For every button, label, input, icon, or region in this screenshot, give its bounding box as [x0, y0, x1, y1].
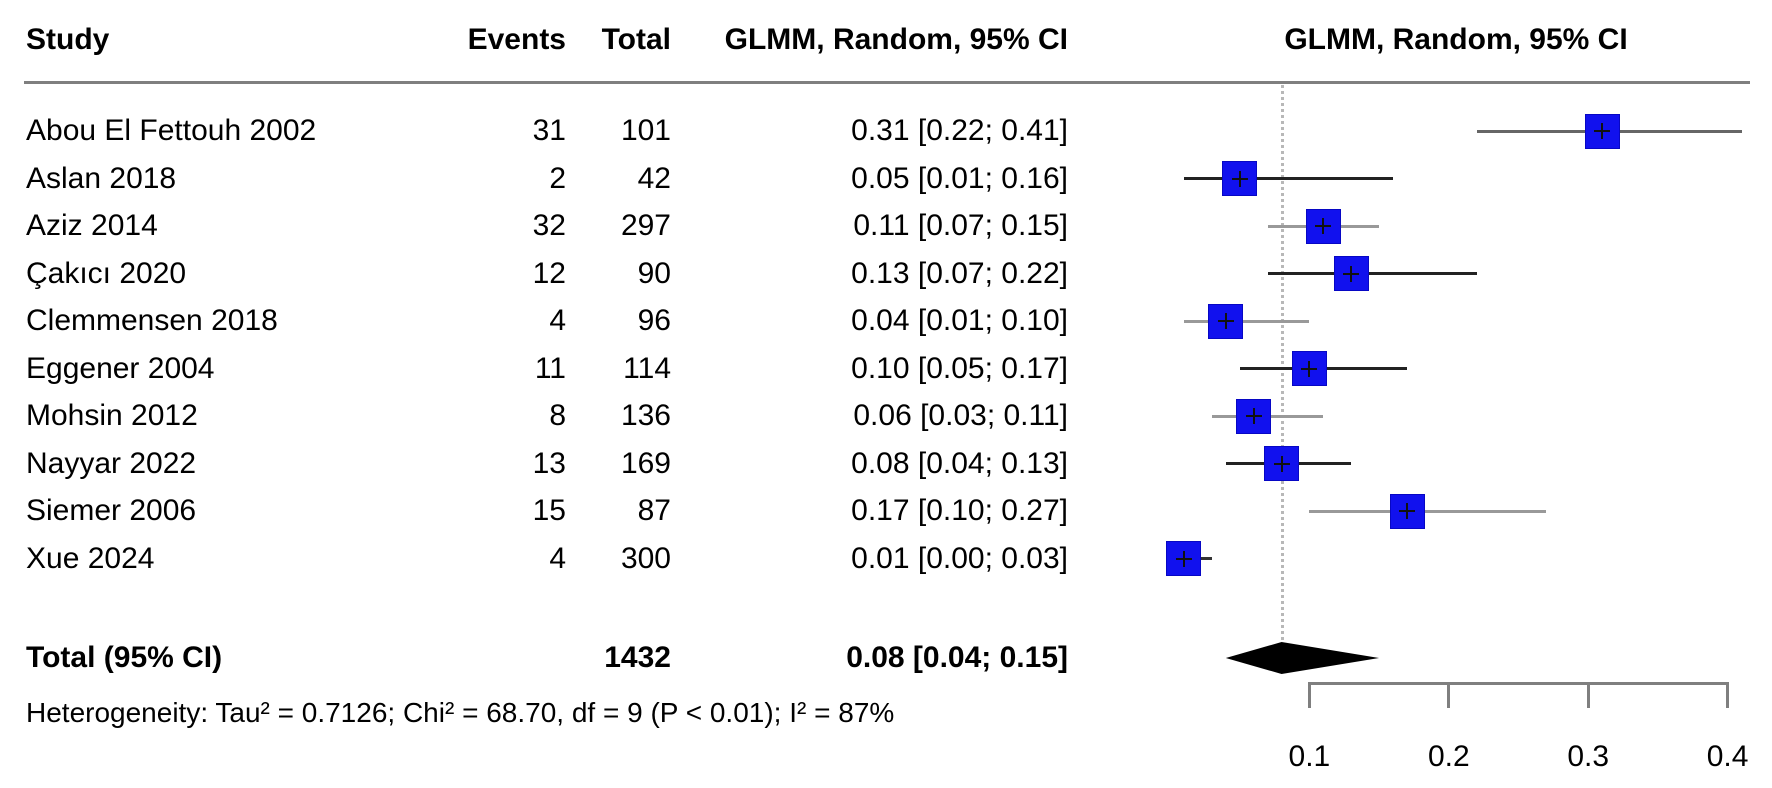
- estimate-mark: [1231, 177, 1248, 180]
- study-effect: 0.06 [0.03; 0.11]: [853, 399, 1068, 432]
- axis-tick-label: 0.1: [1288, 740, 1331, 773]
- study-name: Çakıcı 2020: [26, 256, 187, 290]
- column-header-study: Study: [26, 23, 110, 56]
- study-total: 42: [637, 161, 671, 195]
- study-total: 90: [637, 256, 671, 290]
- axis-tick: [1586, 682, 1590, 708]
- study-events: 11: [534, 351, 566, 385]
- axis-tick: [1307, 682, 1311, 708]
- estimate-square: [1305, 208, 1341, 244]
- ci-line: [1267, 272, 1477, 275]
- study-total: 87: [637, 494, 671, 527]
- estimate-mark: [1273, 462, 1290, 465]
- total-row-total: 1432: [604, 641, 671, 674]
- axis-line: [1309, 682, 1728, 685]
- ci-line: [1183, 177, 1393, 180]
- estimate-mark: [1594, 130, 1611, 132]
- total-row-effect: 0.08 [0.04; 0.15]: [846, 641, 1068, 674]
- study-events: 15: [532, 494, 566, 527]
- study-total: 297: [620, 209, 671, 242]
- study-name: Siemer 2006: [26, 494, 197, 527]
- axis-tick: [1726, 682, 1730, 708]
- estimate-mark: [1175, 557, 1192, 560]
- column-header-plot: GLMM, Random, 95% CI: [1284, 23, 1628, 56]
- study-events: 4: [549, 541, 566, 575]
- study-events: 12: [532, 256, 566, 290]
- study-effect: 0.04 [0.01; 0.10]: [851, 304, 1068, 337]
- reference-line: [1281, 85, 1284, 646]
- heterogeneity-text: Heterogeneity: Tau² = 0.7126; Chi² = 68.…: [26, 697, 895, 728]
- column-header-events: Events: [467, 23, 566, 56]
- column-header-total: Total: [601, 23, 671, 56]
- estimate-mark: [1301, 367, 1318, 370]
- estimate-mark: [1343, 272, 1360, 275]
- study-total: 114: [623, 351, 671, 385]
- study-effect: 0.17 [0.10; 0.27]: [851, 494, 1068, 527]
- study-effect: 0.05 [0.01; 0.16]: [851, 161, 1068, 195]
- axis-tick: [1447, 682, 1451, 708]
- study-name: Xue 2024: [26, 541, 155, 575]
- estimate-square: [1584, 113, 1620, 149]
- column-header-effect: GLMM, Random, 95% CI: [724, 23, 1068, 56]
- ci-line: [1309, 509, 1547, 513]
- study-effect: 0.10 [0.05; 0.17]: [851, 351, 1068, 385]
- study-effect: 0.13 [0.07; 0.22]: [851, 256, 1068, 290]
- study-events: 2: [549, 161, 566, 195]
- axis-tick-label: 0.2: [1427, 740, 1470, 773]
- axis-tick-label: 0.3: [1567, 740, 1610, 773]
- study-total: 136: [620, 399, 671, 432]
- study-total: 96: [637, 304, 671, 337]
- study-total: 101: [620, 114, 671, 147]
- study-events: 31: [532, 114, 566, 147]
- estimate-mark: [1399, 510, 1415, 512]
- study-name: Clemmensen 2018: [26, 304, 278, 337]
- ci-line: [1183, 319, 1310, 323]
- header-rule: [24, 81, 1750, 84]
- study-effect: 0.11 [0.07; 0.15]: [853, 209, 1068, 242]
- pooled-diamond: [1225, 642, 1380, 674]
- study-total: 169: [620, 446, 671, 480]
- estimate-mark: [1315, 225, 1332, 227]
- study-total: 300: [620, 541, 671, 575]
- axis-tick-label: 0.4: [1706, 740, 1749, 773]
- study-effect: 0.01 [0.00; 0.03]: [851, 541, 1068, 575]
- study-name: Abou El Fettouh 2002: [26, 114, 317, 147]
- study-name: Mohsin 2012: [26, 399, 198, 432]
- estimate-square: [1389, 493, 1425, 529]
- study-effect: 0.31 [0.22; 0.41]: [851, 114, 1068, 147]
- estimate-mark: [1217, 320, 1234, 322]
- study-name: Aziz 2014: [26, 209, 158, 242]
- study-name: Aslan 2018: [26, 161, 177, 195]
- study-events: 32: [532, 209, 566, 242]
- study-effect: 0.08 [0.04; 0.13]: [851, 446, 1068, 480]
- study-events: 13: [532, 446, 566, 480]
- estimate-mark: [1245, 415, 1262, 417]
- study-events: 8: [549, 399, 566, 432]
- study-name: Eggener 2004: [26, 351, 215, 385]
- study-name: Nayyar 2022: [26, 446, 197, 480]
- total-row-label: Total (95% CI): [26, 641, 223, 674]
- study-events: 4: [549, 304, 566, 337]
